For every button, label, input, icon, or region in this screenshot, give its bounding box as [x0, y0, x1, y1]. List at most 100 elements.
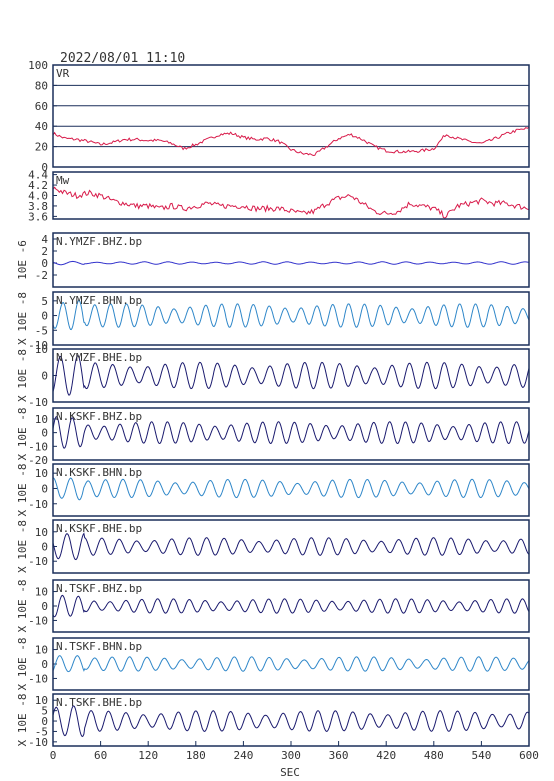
- panel-label: N.KSKF.BHE.bp: [56, 522, 142, 535]
- x-axis: 0 60 120 180 240 300 360 420 480 540 600: [50, 741, 539, 762]
- y-tick-label: -10: [28, 498, 48, 511]
- panel-vr: 0 20 40 60 80 100 VR: [28, 59, 530, 174]
- panel-label: N.YMZF.BHE.bp: [56, 351, 142, 364]
- y-tick-label: 10: [35, 343, 48, 356]
- y-tick-label: 4.4: [28, 169, 48, 182]
- panel-frame: [52, 64, 530, 168]
- panel-frame: [52, 232, 530, 288]
- panel-frame: [52, 407, 530, 461]
- panel-label: N.YMZF.BHN.bp: [56, 294, 142, 307]
- panel-label: Mw: [56, 174, 70, 187]
- y-tick-label: 10: [35, 586, 48, 599]
- y-tick-label: 2: [41, 245, 48, 258]
- y-tick-label: 0: [41, 715, 48, 728]
- x-tick-label: 60: [94, 749, 107, 762]
- y-tick-label: 0: [41, 427, 48, 440]
- y-tick-label: 3.8: [28, 200, 48, 213]
- y-tick-label: 4.2: [28, 179, 48, 192]
- panel-frame: [52, 463, 530, 517]
- y-tick-label: 40: [35, 120, 48, 133]
- y-tick-label: 0: [41, 257, 48, 270]
- series-line-kskf_bhe: [52, 532, 530, 561]
- panel-label: N.YMZF.BHZ.bp: [56, 235, 142, 248]
- x-tick-label: 120: [138, 749, 158, 762]
- y-tick-label: 0: [41, 482, 48, 495]
- datetime-header: 2022/08/01 11:10: [60, 51, 185, 66]
- series-line-vr: [52, 126, 530, 157]
- panel-kskf_bhn: -10 0 10 X 10E -8 N.KSKF.BHN.bp: [16, 463, 530, 517]
- panel-frame: [52, 291, 530, 346]
- y-axis-label: X 10E -8: [16, 694, 29, 747]
- y-tick-label: 80: [35, 79, 48, 92]
- x-tick-label: 540: [471, 749, 491, 762]
- x-tick-label: 240: [233, 749, 253, 762]
- y-axis-label: X 10E -8: [16, 349, 29, 402]
- y-tick-label: -10: [28, 440, 48, 453]
- series-line-tskf_bhn: [52, 655, 530, 673]
- x-tick-label: 420: [376, 749, 396, 762]
- panel-frame: [52, 579, 530, 633]
- y-tick-label: 100: [28, 59, 48, 72]
- series-line-ymzf_bhn: [52, 299, 530, 331]
- y-axis-label: X 10E -8: [16, 580, 29, 633]
- y-tick-label: 10: [35, 644, 48, 657]
- y-axis-label: X 10E -8: [16, 408, 29, 461]
- y-tick-label: 0: [41, 600, 48, 613]
- series-line-ymzf_bhz: [52, 260, 530, 266]
- y-tick-label: 10: [35, 526, 48, 539]
- y-tick-label: -5: [35, 324, 48, 337]
- panel-frame: [52, 348, 530, 403]
- x-tick-label: 0: [50, 749, 57, 762]
- y-tick-label: 0: [41, 370, 48, 383]
- series-line-mw: [52, 186, 530, 219]
- y-tick-label: -10: [28, 555, 48, 568]
- panel-label: N.TSKF.BHZ.bp: [56, 582, 142, 595]
- y-tick-label: 60: [35, 100, 48, 113]
- y-tick-label: 3.6: [28, 210, 48, 223]
- y-tick-label: -10: [28, 672, 48, 685]
- panel-ymzf_bhe: -10 0 10 X 10E -8 N.YMZF.BHE.bp: [16, 343, 530, 409]
- y-tick-label: -20: [28, 454, 48, 467]
- y-tick-label: 5: [41, 295, 48, 308]
- panel-label: N.KSKF.BHN.bp: [56, 466, 142, 479]
- panel-label: N.TSKF.BHN.bp: [56, 640, 142, 653]
- y-tick-label: -10: [28, 396, 48, 409]
- y-axis-label: X 10E -8: [16, 292, 29, 345]
- y-axis-label: X 10E -8: [16, 638, 29, 691]
- y-tick-label: 0: [41, 658, 48, 671]
- y-tick-label: 10: [35, 467, 48, 480]
- panel-kskf_bhe: -100 10 X 10E -8 N.KSKF.BHE.bp: [16, 519, 530, 574]
- series-line-tskf_bhe: [52, 705, 530, 738]
- x-tick-label: 300: [281, 749, 301, 762]
- x-tick-label: 360: [329, 749, 349, 762]
- y-tick-label: 0: [41, 541, 48, 554]
- y-tick-label: -5: [35, 725, 48, 738]
- panel-frame: [52, 637, 530, 691]
- series-line-kskf_bhz: [52, 415, 530, 449]
- panel-frame: [52, 519, 530, 574]
- panel-mw: 3.63.84.04.24.4 Mw: [28, 169, 530, 223]
- series-line-kskf_bhn: [52, 477, 530, 501]
- panel-frame: [52, 171, 530, 220]
- x-tick-label: 480: [424, 749, 444, 762]
- x-tick-label: 600: [519, 749, 539, 762]
- y-axis-label: X 10E -8: [16, 464, 29, 517]
- y-tick-label: 10: [35, 413, 48, 426]
- panel-label: N.KSKF.BHZ.bp: [56, 410, 142, 423]
- y-axis-label: 10E -6: [16, 240, 29, 280]
- x-axis-label: SEC: [280, 766, 300, 779]
- y-tick-label: -10: [28, 614, 48, 627]
- y-tick-label: 4.0: [28, 190, 48, 203]
- series-line-ymzf_bhe: [52, 355, 530, 396]
- series-line-tskf_bhz: [52, 594, 530, 618]
- y-tick-label: -10: [28, 736, 48, 749]
- y-tick-label: 20: [35, 141, 48, 154]
- panel-label: VR: [56, 67, 70, 80]
